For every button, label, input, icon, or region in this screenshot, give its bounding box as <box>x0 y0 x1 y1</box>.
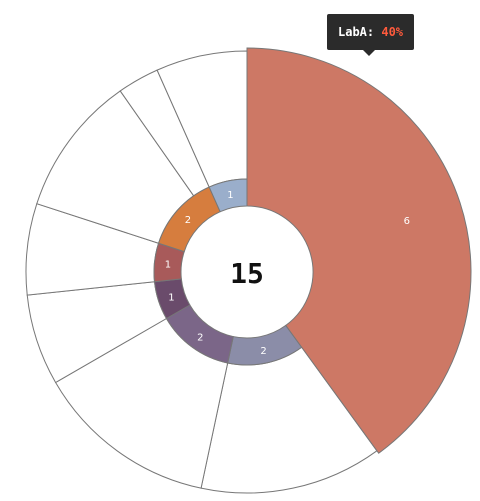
slice-label: 2 <box>185 215 191 226</box>
tooltip-arrow <box>363 50 375 56</box>
center-total: 15 <box>230 257 264 290</box>
slice-label: 1 <box>165 260 171 271</box>
tooltip-label: LabA: <box>338 25 374 39</box>
slice-label: 2 <box>260 346 266 357</box>
tooltip: LabA: 40% <box>327 14 414 50</box>
slice-label: 1 <box>227 190 233 201</box>
slice-label: 2 <box>197 332 203 343</box>
tooltip-value: 40% <box>381 25 403 39</box>
slice-label: 6 <box>404 216 410 227</box>
slice-label: 1 <box>168 293 174 304</box>
